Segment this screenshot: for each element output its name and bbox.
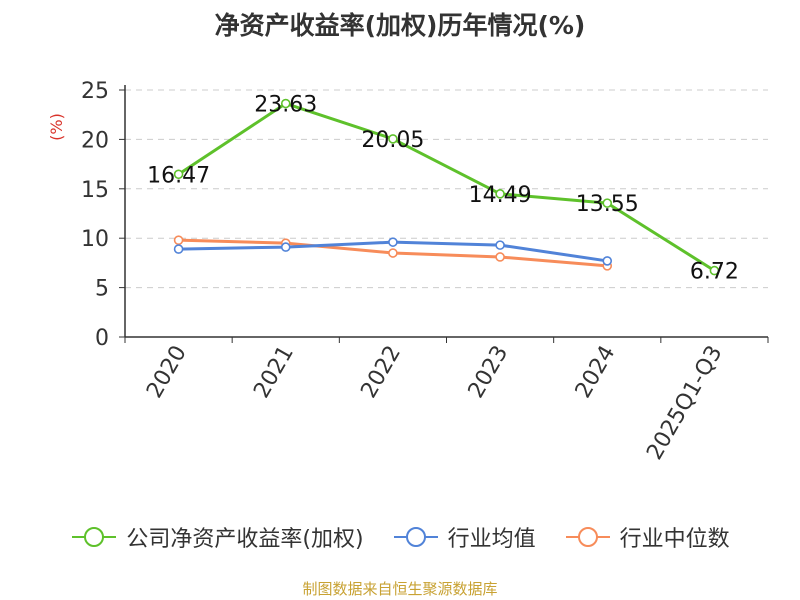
data-label: 14.49 <box>469 183 532 208</box>
x-tick-label: 2021 <box>249 342 299 403</box>
data-point <box>602 198 613 208</box>
x-tick-label: 2022 <box>356 342 406 403</box>
data-point <box>388 248 398 258</box>
legend-swatch <box>72 527 117 547</box>
legend-label: 行业中位数 <box>619 527 730 552</box>
x-tick-label: 2023 <box>464 342 514 403</box>
x-tick-label: 2025Q1-Q3 <box>642 342 727 465</box>
legend-item: 行业中位数 <box>564 521 730 553</box>
legend-swatch <box>393 527 438 547</box>
data-point <box>709 265 720 276</box>
y-tick-label: 20 <box>81 128 109 153</box>
data-point <box>280 242 291 252</box>
y-tick-label: 0 <box>95 326 109 351</box>
data-label: 13.55 <box>576 192 639 217</box>
data-point <box>495 189 505 199</box>
legend-label: 公司净资产收益率(加权) <box>126 527 364 552</box>
data-label: 16.47 <box>147 163 210 188</box>
data-point <box>173 235 184 245</box>
source-note: 制图数据来自恒生聚源数据库 <box>302 580 498 598</box>
data-point <box>388 134 398 144</box>
data-point <box>495 240 505 250</box>
legend: 公司净资产收益率(加权) 行业均值 行业中位数 <box>0 520 800 554</box>
chart-title: 净资产收益率(加权)历年情况(%) <box>214 11 586 40</box>
y-tick-label: 25 <box>81 79 109 104</box>
y-tick-label: 5 <box>95 277 109 302</box>
data-point <box>173 244 184 254</box>
y-tick-label: 10 <box>81 227 109 252</box>
legend-item: 公司净资产收益率(加权) <box>70 521 364 553</box>
data-point <box>173 169 184 180</box>
legend-swatch <box>565 527 610 547</box>
data-label: 6.72 <box>690 260 739 285</box>
data-label: 23.63 <box>254 93 317 118</box>
data-point <box>602 256 613 266</box>
data-point <box>495 252 505 262</box>
y-tick-label: 15 <box>81 178 109 203</box>
data-point <box>388 237 398 247</box>
legend-item: 行业均值 <box>392 521 536 553</box>
legend-label: 行业均值 <box>447 527 536 552</box>
x-tick-label: 2024 <box>571 342 621 403</box>
y-axis-label: (%) <box>47 113 66 141</box>
data-label: 20.05 <box>361 128 424 153</box>
x-tick-label: 2020 <box>142 342 192 403</box>
data-point <box>280 98 291 109</box>
series-line-0 <box>177 102 716 272</box>
